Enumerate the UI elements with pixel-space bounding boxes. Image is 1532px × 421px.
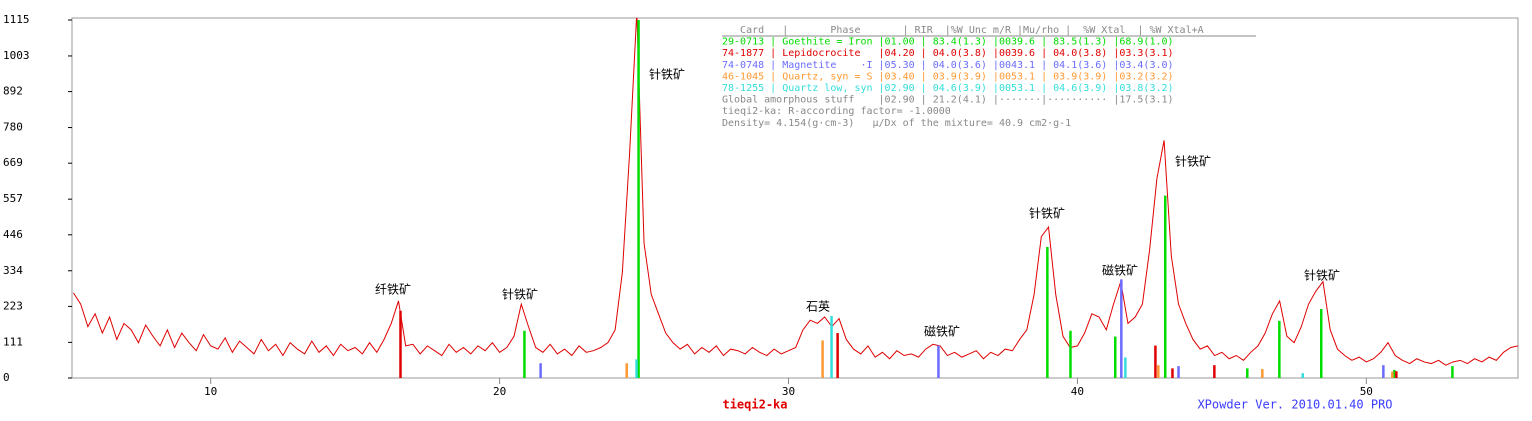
pattern-line [73, 18, 1518, 366]
plot-frame [71, 17, 1519, 379]
y-tick-label: 334 [3, 264, 23, 277]
peak-annotation: 针铁矿 [649, 67, 685, 82]
y-tick-label: 111 [3, 335, 23, 348]
x-tick-label: 50 [1360, 385, 1373, 398]
table-row: 29-0713 | Goethite = Iron |01.00 | 83.4(… [722, 37, 1174, 48]
peak-annotation: 石英 [806, 300, 830, 314]
table-row: tieqi2-ka: R-according factor= -1.0000 [722, 106, 951, 117]
peak-annotation: 针铁矿 [502, 287, 538, 302]
y-tick-label: 892 [3, 85, 23, 98]
footer: XPowder Ver. 2010.01.40 PRO [1197, 398, 1392, 412]
table-row: 78-1255 | Quartz low, syn |02.90 | 04.6(… [722, 83, 1174, 94]
x-tick-label: 30 [782, 385, 795, 398]
peak-annotation: 磁铁矿 [1102, 263, 1138, 278]
table-row: Density= 4.154(g·cm-3) μ/Dx of the mixtu… [722, 118, 1071, 129]
table-row: 74-0748 | Magnetite ·I |05.30 | 04.0(3.6… [722, 60, 1174, 71]
y-tick-label: 557 [3, 192, 23, 205]
peak-annotation: 纤铁矿 [375, 283, 411, 297]
peak-annotation: 针铁矿 [1304, 268, 1340, 283]
peak-annotation: 针铁矿 [1175, 154, 1211, 169]
x-tick-label: 40 [1071, 385, 1084, 398]
y-tick-label: 1115 [3, 13, 30, 26]
table-row: 46-1045 | Quartz, syn = S |03.40 | 03.9(… [722, 71, 1174, 82]
table-row: 74-1877 | Lepidocrocite |04.20 | 04.0(3.… [722, 48, 1174, 59]
x-tick-label: 20 [493, 385, 506, 398]
plot-area [73, 18, 1518, 378]
x-tick-label: 10 [204, 385, 217, 398]
peak-annotation: 针铁矿 [1029, 206, 1065, 221]
x-label: tieqi2-ka [722, 398, 787, 412]
table-header: Card | Phase | RIR |%W Unc m/R |Mu/rho |… [722, 25, 1204, 36]
y-tick-label: 669 [3, 156, 23, 169]
y-tick-label: 1003 [3, 49, 30, 62]
y-tick-label: 223 [3, 299, 23, 312]
y-tick-label: 780 [3, 121, 23, 134]
table-row: Global amorphous stuff |02.90 | 21.2(4.1… [722, 95, 1174, 106]
y-tick-label: 0 [3, 371, 10, 384]
peak-annotation: 磁铁矿 [924, 324, 960, 339]
overlay: 0 111 223 334 446 557 669 780 892 1003 1115 10 20 30 4… [3, 13, 1373, 398]
y-tick-label: 446 [3, 228, 23, 241]
